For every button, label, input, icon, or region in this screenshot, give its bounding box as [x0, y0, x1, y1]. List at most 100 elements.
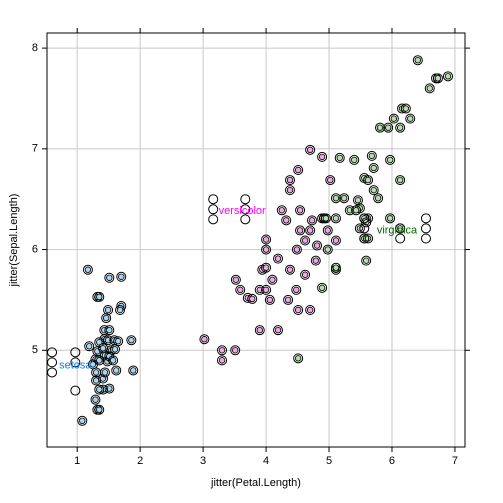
- point: [94, 384, 105, 395]
- point: [291, 284, 302, 295]
- point: [310, 255, 321, 266]
- point: [111, 365, 122, 376]
- point: [109, 344, 120, 355]
- point: [261, 244, 272, 255]
- point: [284, 185, 295, 196]
- point: [208, 204, 219, 215]
- point: [247, 293, 258, 304]
- y-axis-label: jitter(Sepal.Length): [8, 194, 20, 288]
- x-axis-label: jitter(Petal.Length): [210, 477, 301, 489]
- point: [395, 233, 406, 244]
- y-tick-label: 8: [32, 42, 38, 54]
- point: [47, 367, 58, 378]
- point: [339, 193, 350, 204]
- point: [395, 175, 406, 186]
- point: [240, 194, 251, 205]
- point: [276, 205, 287, 216]
- point: [359, 213, 370, 224]
- point: [99, 367, 110, 378]
- point: [300, 269, 311, 280]
- point: [330, 213, 341, 224]
- point: [375, 122, 386, 133]
- point: [383, 122, 394, 133]
- x-tick-label: 6: [389, 455, 395, 467]
- annotation: versicolor: [219, 205, 266, 217]
- point: [283, 294, 294, 305]
- point: [420, 233, 431, 244]
- point: [305, 305, 316, 316]
- point: [281, 215, 292, 226]
- point: [293, 164, 304, 175]
- point: [284, 175, 295, 186]
- point: [82, 264, 93, 275]
- point: [104, 325, 115, 336]
- point: [101, 313, 112, 324]
- y-tick-label: 5: [32, 344, 38, 356]
- point: [77, 415, 88, 426]
- point: [267, 274, 278, 285]
- point: [94, 291, 105, 302]
- point: [94, 355, 105, 366]
- point: [70, 385, 81, 396]
- x-tick-label: 5: [326, 455, 332, 467]
- point: [395, 223, 406, 234]
- point: [305, 144, 316, 155]
- point: [363, 233, 374, 244]
- point: [295, 225, 306, 236]
- x-tick-label: 2: [137, 455, 143, 467]
- point: [230, 274, 241, 285]
- point: [412, 55, 423, 66]
- point: [330, 235, 341, 246]
- point: [115, 305, 126, 316]
- point: [217, 345, 228, 356]
- point: [261, 284, 272, 295]
- point: [84, 341, 95, 352]
- point: [420, 223, 431, 234]
- point: [322, 225, 333, 236]
- point: [128, 365, 139, 376]
- point: [300, 235, 311, 246]
- x-tick-label: 4: [263, 455, 269, 467]
- point: [317, 282, 328, 293]
- point: [208, 194, 219, 205]
- annotation: virginica: [377, 224, 418, 236]
- point: [320, 213, 331, 224]
- point: [293, 305, 304, 316]
- point: [47, 347, 58, 358]
- point: [261, 262, 272, 273]
- point: [90, 394, 101, 405]
- point: [291, 244, 302, 255]
- point: [273, 253, 284, 264]
- plot-frame: [46, 32, 466, 448]
- point: [322, 244, 333, 255]
- point: [349, 154, 360, 165]
- point: [351, 205, 362, 216]
- point: [368, 162, 379, 173]
- x-tick-label: 1: [74, 455, 80, 467]
- point: [208, 214, 219, 225]
- point: [366, 150, 377, 161]
- point: [368, 185, 379, 196]
- point: [385, 154, 396, 165]
- point: [420, 213, 431, 224]
- point: [388, 113, 399, 124]
- point: [116, 271, 127, 282]
- point: [47, 357, 58, 368]
- point: [405, 113, 416, 124]
- point: [424, 83, 435, 94]
- point: [240, 214, 251, 225]
- y-tick-label: 6: [32, 243, 38, 255]
- point: [240, 204, 251, 215]
- point: [385, 213, 396, 224]
- point: [91, 367, 102, 378]
- point: [126, 335, 137, 346]
- point: [254, 325, 265, 336]
- point: [199, 334, 210, 345]
- point: [70, 347, 81, 358]
- point: [432, 73, 443, 84]
- point: [361, 255, 372, 266]
- point: [264, 294, 275, 305]
- point: [273, 325, 284, 336]
- point: [443, 71, 454, 82]
